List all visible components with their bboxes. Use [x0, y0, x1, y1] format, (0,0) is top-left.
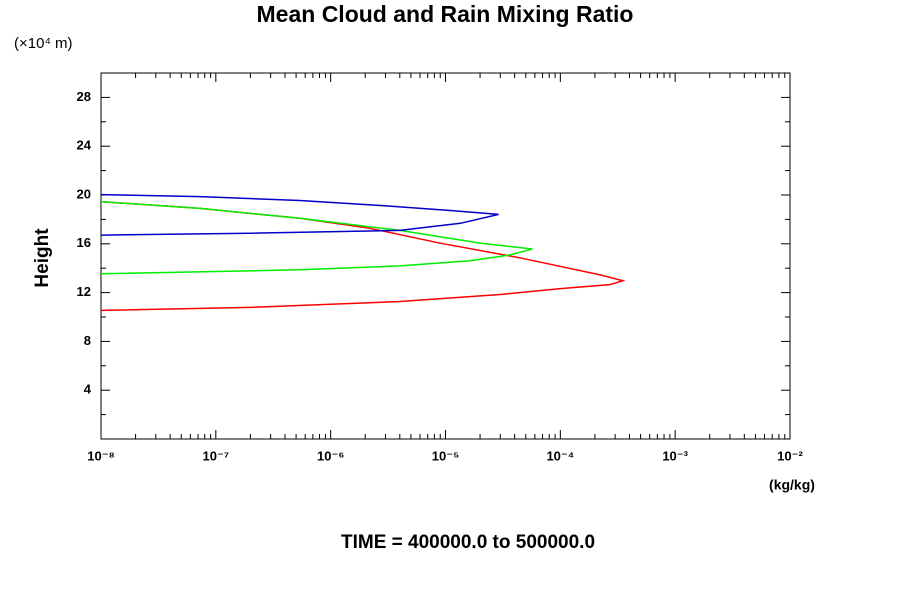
- y-unit-label: (×10⁴ m): [14, 35, 73, 52]
- x-tick-label: 10⁻⁶: [317, 448, 344, 463]
- x-tick-label: 10⁻⁴: [546, 448, 574, 463]
- y-tick-label: 8: [84, 333, 91, 348]
- series-line: [100, 193, 499, 236]
- x-tick-label: 10⁻²: [777, 448, 803, 463]
- x-axis-label: (kg/kg): [769, 477, 815, 493]
- x-tick-label: 10⁻⁷: [202, 448, 229, 463]
- y-tick-label: 4: [84, 382, 92, 397]
- x-tick-label: 10⁻⁸: [87, 448, 114, 463]
- plot-frame: [100, 72, 791, 440]
- subtitle: TIME = 400000.0 to 500000.0: [341, 532, 595, 553]
- y-tick-label: 20: [77, 186, 91, 201]
- series-line: [100, 200, 626, 312]
- y-axis-label: Height: [32, 228, 53, 288]
- y-tick-label: 16: [77, 235, 91, 250]
- y-tick-label: 28: [77, 89, 91, 104]
- series-line: [100, 200, 533, 275]
- chart-title: Mean Cloud and Rain Mixing Ratio: [257, 1, 634, 27]
- y-tick-label: 24: [77, 138, 92, 153]
- x-tick-label: 10⁻⁵: [432, 448, 459, 463]
- x-tick-label: 10⁻³: [662, 448, 688, 463]
- y-tick-label: 12: [77, 284, 91, 299]
